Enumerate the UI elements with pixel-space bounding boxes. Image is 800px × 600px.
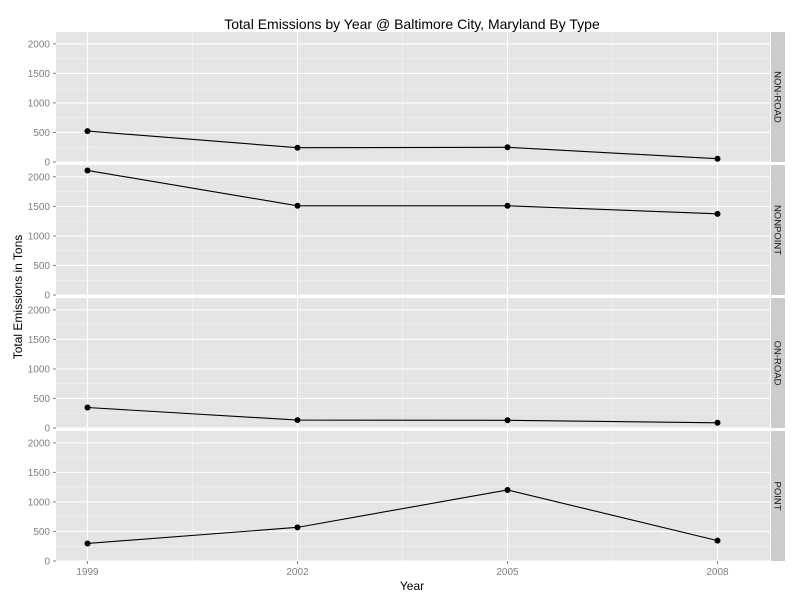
- x-tick-label: 1999: [76, 567, 99, 578]
- facet-strip-label: ON-ROAD: [772, 341, 783, 386]
- series-line-non-road: [87, 130, 718, 160]
- y-tick-label: 2000: [28, 305, 51, 316]
- y-tick-label: 1500: [28, 468, 51, 479]
- x-tick-label: 2005: [496, 567, 519, 578]
- x-tick-label: 2008: [706, 567, 729, 578]
- y-tick-label: 500: [33, 527, 50, 538]
- data-point: [504, 486, 511, 493]
- facet-strip: [771, 431, 785, 561]
- data-point: [714, 155, 721, 162]
- y-tick-label: 1000: [28, 98, 51, 109]
- panel-point: 0 500 1000 1500 2000 POINT: [28, 431, 785, 568]
- data-point: [504, 144, 511, 151]
- facet-strip-label: NONPOINT: [772, 205, 783, 255]
- y-tick-label: 2000: [28, 172, 51, 183]
- y-tick-label: 1500: [28, 202, 51, 213]
- facet-strip: [771, 298, 785, 428]
- y-tick-label: 500: [33, 394, 50, 405]
- data-point: [84, 540, 91, 547]
- y-tick-label: 1000: [28, 364, 51, 375]
- panel-background: [56, 165, 770, 295]
- y-tick-label: 2000: [28, 39, 51, 50]
- data-point: [294, 202, 301, 209]
- y-tick-label: 500: [33, 261, 50, 272]
- panel-non-road: 0 500 1000 1500 2000 NON-ROAD: [28, 32, 785, 169]
- facet-panels: 0 500 1000 1500 2000 NON-ROAD 0 500 1000 1500 2000…: [28, 32, 785, 568]
- chart-title: Total Emissions by Year @ Baltimore City…: [224, 16, 600, 32]
- y-tick-label: 0: [44, 557, 50, 568]
- series-line-on-road: [87, 406, 718, 424]
- data-point: [714, 419, 721, 426]
- y-tick-label: 1000: [28, 231, 51, 242]
- data-point: [294, 144, 301, 151]
- data-point: [504, 202, 511, 209]
- x-axis-title: Year: [400, 579, 424, 593]
- y-tick-label: 2000: [28, 438, 51, 449]
- y-tick-label: 0: [44, 158, 50, 169]
- x-axis: 1999 2002 2005 2008: [76, 561, 729, 578]
- y-tick-label: 0: [44, 424, 50, 435]
- panel-on-road: 0 500 1000 1500 2000 ON-ROAD: [28, 298, 785, 435]
- data-point: [84, 128, 91, 135]
- y-tick-label: 1500: [28, 335, 51, 346]
- x-tick-label: 2002: [286, 567, 309, 578]
- data-point: [714, 210, 721, 217]
- panel-background: [56, 298, 770, 428]
- data-point: [504, 417, 511, 424]
- y-tick-label: 1000: [28, 497, 51, 508]
- panel-background: [56, 32, 770, 162]
- data-point: [294, 417, 301, 424]
- panel-background: [56, 431, 770, 561]
- y-axis-title: Total Emissions in Tons: [11, 235, 25, 360]
- panel-nonpoint: 0 500 1000 1500 2000 NONPOINT: [28, 165, 785, 302]
- facet-strip: [771, 32, 785, 162]
- series-line-nonpoint: [87, 169, 718, 215]
- y-tick-label: 1500: [28, 69, 51, 80]
- data-point: [714, 537, 721, 544]
- data-point: [84, 404, 91, 411]
- facet-strip-label: POINT: [772, 481, 783, 510]
- facet-strip: [771, 165, 785, 295]
- data-point: [84, 167, 91, 174]
- facet-strip-label: NON-ROAD: [772, 71, 783, 123]
- y-tick-label: 500: [33, 128, 50, 139]
- y-tick-label: 0: [44, 291, 50, 302]
- series-line-point: [87, 489, 718, 545]
- data-point: [294, 524, 301, 531]
